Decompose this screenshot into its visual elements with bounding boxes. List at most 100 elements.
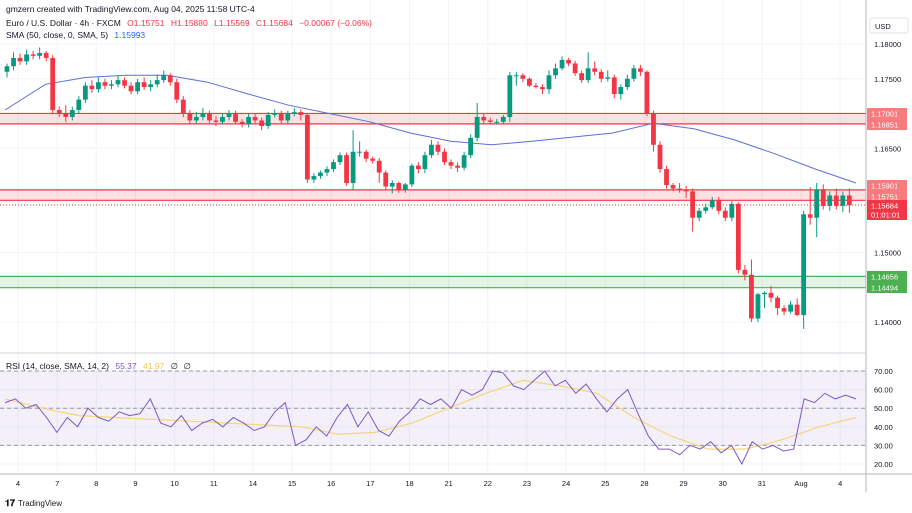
candle bbox=[722, 207, 728, 222]
candle bbox=[291, 107, 297, 117]
time-axis[interactable]: 4 7 8 9 10 11 14 15 16 17 18 21 22 23 24 25 28 29 30 31 Aug 4 bbox=[16, 479, 842, 488]
time-tick-label: 24 bbox=[562, 479, 570, 488]
tradingview-logo[interactable]: 𝟏𝟕 TradingView bbox=[5, 498, 62, 508]
candle bbox=[278, 110, 284, 124]
legend-low: L1.15569 bbox=[214, 18, 250, 28]
attribution: gmzern created with TradingView.com, Aug… bbox=[6, 4, 255, 14]
candle-body bbox=[801, 214, 807, 316]
time-tick-label: 28 bbox=[640, 479, 648, 488]
candle-body bbox=[755, 294, 761, 319]
currency-label: USD bbox=[875, 22, 891, 31]
candle bbox=[11, 52, 16, 71]
candle-body bbox=[520, 75, 526, 79]
candle-body bbox=[820, 189, 826, 206]
candle-body bbox=[624, 78, 630, 88]
candle bbox=[82, 82, 88, 104]
candle bbox=[324, 166, 330, 177]
candle-body bbox=[389, 183, 395, 187]
candle-body bbox=[631, 68, 637, 79]
time-tick-label: 18 bbox=[405, 479, 413, 488]
candle bbox=[533, 82, 539, 89]
candle bbox=[500, 114, 506, 125]
candle bbox=[703, 203, 709, 214]
candle-body bbox=[141, 82, 147, 88]
candle-body bbox=[193, 116, 199, 121]
candle bbox=[63, 105, 69, 122]
candle-body bbox=[729, 203, 735, 218]
candle-body bbox=[220, 116, 225, 122]
candle-body bbox=[272, 113, 278, 115]
price-axis[interactable]: 1.18000 1.17500 1.16500 1.15000 1.14000 bbox=[874, 40, 901, 327]
candle-body bbox=[89, 85, 95, 90]
time-tick-label: 31 bbox=[758, 479, 766, 488]
sma-label: SMA (50, close, 0, SMA, 5) bbox=[6, 30, 108, 40]
rsi-legend[interactable]: RSI (14, close, SMA, 14, 2) 55.37 41.97 … bbox=[6, 361, 191, 371]
candle-body bbox=[135, 82, 140, 92]
candle-body bbox=[207, 113, 212, 121]
candle-body bbox=[56, 110, 62, 114]
candle bbox=[396, 181, 402, 193]
candle bbox=[827, 191, 833, 211]
time-tick-label: 16 bbox=[327, 479, 335, 488]
time-tick-label: 25 bbox=[601, 479, 609, 488]
support-zone bbox=[0, 276, 866, 288]
candle-body bbox=[481, 116, 487, 121]
candle bbox=[409, 163, 415, 188]
candle-body bbox=[507, 75, 513, 117]
candle bbox=[820, 184, 826, 210]
candle bbox=[154, 74, 160, 88]
candle bbox=[585, 52, 591, 83]
candle-body bbox=[63, 113, 69, 117]
candle-body bbox=[402, 184, 408, 190]
candle-body bbox=[324, 169, 330, 173]
candle-body bbox=[559, 59, 565, 69]
candle bbox=[122, 77, 127, 89]
candle bbox=[96, 77, 101, 93]
candle-body bbox=[690, 191, 696, 218]
tradingview-logo-icon: 𝟏𝟕 bbox=[5, 498, 15, 508]
candle-body bbox=[651, 113, 656, 145]
rsi-axis[interactable]: 70.00 60.00 50.00 40.00 30.00 20.00 bbox=[874, 367, 893, 469]
legend-high: H1.15880 bbox=[171, 18, 208, 28]
candle bbox=[89, 80, 95, 93]
price-zones bbox=[0, 112, 866, 289]
candle bbox=[76, 96, 82, 114]
candle-body bbox=[677, 188, 682, 190]
candle-body bbox=[709, 200, 715, 208]
time-tick-label: 8 bbox=[94, 479, 98, 488]
candle-body bbox=[611, 77, 617, 95]
candle-body bbox=[487, 120, 493, 122]
candle bbox=[814, 183, 820, 238]
time-tick-label: 15 bbox=[288, 479, 296, 488]
candle-body bbox=[468, 137, 474, 156]
candle bbox=[233, 110, 238, 125]
time-tick-label: 23 bbox=[523, 479, 531, 488]
badge-zone3-bottom: 1.14494 bbox=[871, 284, 898, 293]
candle bbox=[265, 112, 271, 129]
candle-body bbox=[154, 80, 160, 85]
candle-body bbox=[553, 68, 558, 76]
candle bbox=[252, 113, 258, 124]
candle bbox=[729, 201, 735, 222]
candle bbox=[768, 285, 774, 303]
candle bbox=[683, 185, 689, 199]
symbol-name[interactable]: Euro / U.S. Dollar · 4h · FXCM bbox=[6, 18, 121, 28]
candle bbox=[546, 70, 552, 95]
candle-body bbox=[749, 274, 754, 319]
sma-legend[interactable]: SMA (50, close, 0, SMA, 5) 1.15993 bbox=[6, 30, 145, 40]
candle-body bbox=[115, 80, 121, 85]
rsi-tick-label: 60.00 bbox=[874, 386, 893, 395]
candle-body bbox=[200, 113, 206, 117]
candle bbox=[833, 188, 839, 210]
badge-zone3-top: 1.14656 bbox=[871, 273, 898, 282]
rsi-tick-label: 30.00 bbox=[874, 441, 893, 450]
currency-button[interactable] bbox=[869, 17, 909, 34]
candle-body bbox=[350, 151, 356, 183]
candle-body bbox=[148, 84, 154, 88]
candle bbox=[429, 139, 434, 158]
candle-body bbox=[396, 183, 402, 190]
candle-body bbox=[527, 78, 532, 86]
candle bbox=[781, 305, 787, 316]
candle bbox=[213, 116, 219, 127]
